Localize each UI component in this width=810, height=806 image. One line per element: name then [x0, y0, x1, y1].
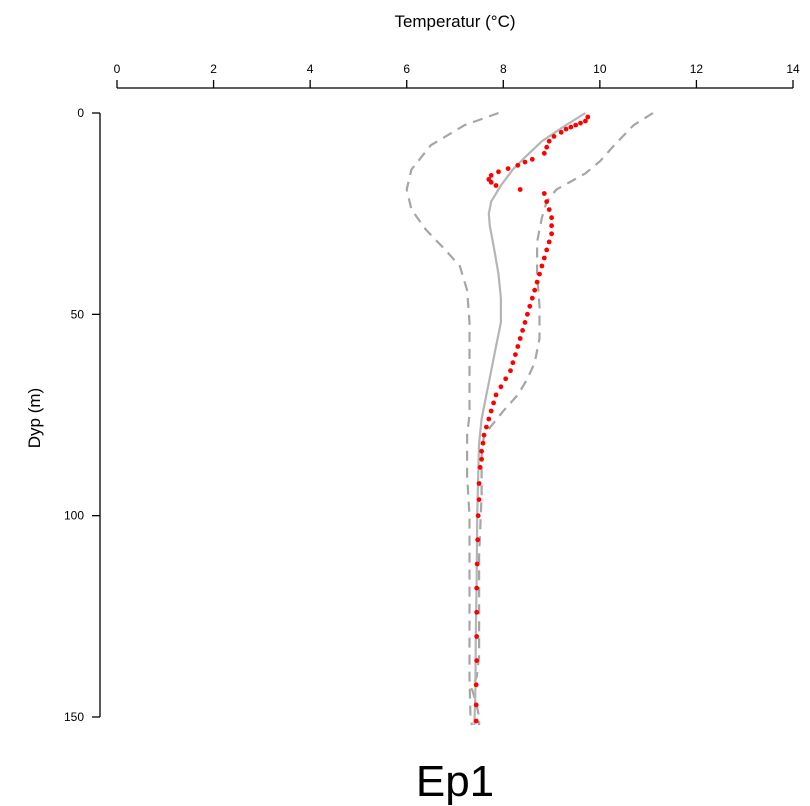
observed-data-point [476, 497, 482, 502]
observed-data-point [475, 513, 481, 519]
observed-data-point [534, 279, 540, 285]
observed-data-point [479, 456, 484, 462]
observed-data-point [541, 150, 547, 156]
observed-data-point [481, 432, 487, 438]
observed-data-point [475, 537, 481, 543]
observed-data-point [551, 134, 557, 139]
observed-data-point [474, 634, 480, 639]
observed-data-point [505, 166, 511, 172]
observed-data-point [474, 561, 480, 567]
x-tick-label: 0 [114, 62, 121, 76]
observed-data-point [476, 481, 482, 486]
observed-data-point [473, 718, 479, 724]
observed-data-point [578, 120, 583, 126]
observed-data-point [529, 295, 535, 301]
observed-data-point [493, 183, 499, 188]
observed-data-point [498, 384, 504, 390]
observed-data-point [473, 702, 479, 708]
observed-data-point [537, 271, 542, 277]
x-tick-label: 10 [593, 62, 607, 76]
observed-data-point [546, 138, 552, 144]
observed-data-point [488, 408, 494, 414]
observed-data-point [522, 159, 528, 165]
observed-data-point [488, 179, 494, 185]
x-tick-label: 6 [403, 62, 410, 76]
observed-data-point [508, 368, 513, 374]
observed-data-point [539, 263, 545, 269]
x-axis: 0 2 4 6 8 10 12 14 [114, 62, 800, 89]
observed-data-point [493, 392, 499, 398]
observed-data-point [486, 416, 492, 422]
observed-data-point [496, 169, 501, 175]
observed-data-point [527, 303, 533, 309]
observed-data-point [585, 114, 591, 120]
observed-data-point [549, 215, 554, 221]
observed-data-point [477, 464, 483, 470]
observed-data-point [546, 207, 552, 213]
observed-data-point [510, 360, 516, 366]
observed-data-point [558, 129, 564, 135]
observed-data-point [513, 352, 518, 357]
observed-data-point [549, 231, 554, 237]
x-tick-label: 4 [307, 62, 314, 76]
observed-data-point [563, 126, 569, 132]
bound-dashed-line [405, 111, 499, 726]
observed-data-point [474, 585, 480, 591]
x-tick-label: 8 [500, 62, 507, 76]
observed-data-point [541, 255, 547, 261]
y-tick-label: 100 [64, 509, 84, 523]
observed-data-point [503, 376, 509, 382]
observed-data-point [474, 658, 480, 663]
observed-data-point [515, 344, 521, 349]
y-axis: 0 50 100 150 [64, 106, 101, 724]
observed-data-point [549, 223, 554, 229]
x-tick-label: 12 [690, 62, 704, 76]
observed-data-point [541, 191, 547, 196]
x-axis-title: Temperatur (°C) [394, 12, 515, 31]
observed-data-point [573, 122, 579, 128]
observed-data-point [544, 144, 550, 150]
bound-dashed-line [470, 112, 654, 726]
plot-area [405, 111, 654, 726]
observed-data-point [544, 199, 550, 205]
y-tick-label: 0 [77, 106, 84, 120]
x-tick-label: 14 [786, 62, 800, 76]
x-tick-label: 2 [210, 62, 217, 76]
observed-data-point [517, 187, 523, 192]
observed-data-point [520, 328, 525, 333]
observed-data-point [484, 424, 489, 430]
observed-data-point [546, 239, 552, 245]
observed-data-point [473, 682, 479, 688]
observed-data-point [544, 247, 550, 253]
observed-data-point [568, 124, 574, 130]
mean-solid-line [473, 112, 586, 726]
observed-data-point [480, 440, 486, 446]
y-tick-label: 50 [71, 307, 85, 321]
observed-data-point [491, 400, 496, 406]
observed-data-point [474, 609, 480, 615]
observed-data-point [488, 173, 494, 178]
observed-data-point [529, 156, 535, 162]
observed-data-point [583, 118, 588, 124]
observed-data-point [522, 320, 528, 325]
y-tick-label: 150 [64, 710, 84, 724]
observed-data-point [532, 287, 538, 293]
y-axis-title: Dyp (m) [25, 388, 44, 448]
observed-data-point [525, 311, 530, 317]
observed-data-point [515, 162, 521, 168]
chart-title: Ep1 [416, 757, 494, 806]
observed-data-point [479, 448, 484, 454]
observed-data-point [517, 336, 523, 341]
